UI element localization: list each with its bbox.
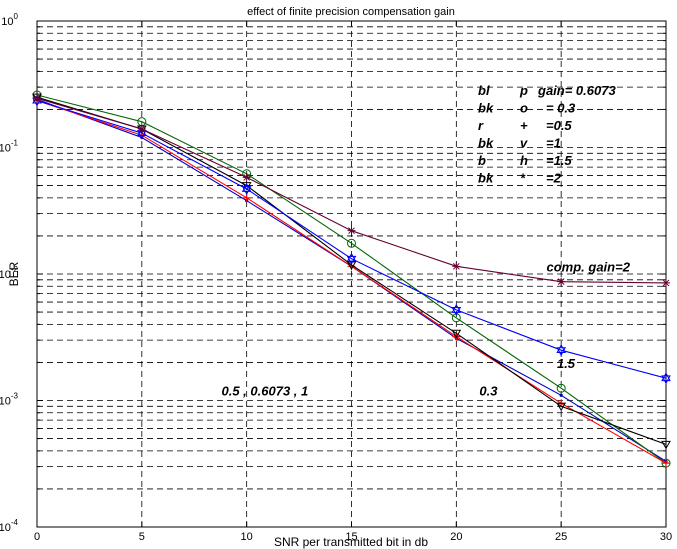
legend-code-marker: * [520,171,526,186]
x-tick-label: 20 [450,531,462,543]
x-tick-label: 30 [660,531,672,543]
series-line [36,100,667,379]
x-tick-label: 25 [555,531,567,543]
marker-triangle-down [556,402,567,412]
annotation-label: comp. gain=2 [546,259,630,274]
ticks: 0 5 10 15 20 25 30 10-4 10-3 10-2 10-1 100 [0,12,672,543]
y-tick-label: 10-3 [0,392,19,408]
legend-entry-text: =2 [546,171,562,186]
legend-entry-text: =0.5 [546,118,572,133]
legend-code-marker: p [519,83,528,98]
legend-code-color: bl [478,83,490,98]
marker-hexagram [241,182,252,196]
annotations: comp. gain=2 1.5 0.5 , 0.6073 , 1 0.3 [222,259,631,398]
x-tick-label: 15 [345,531,357,543]
marker-star [452,262,461,271]
marker-star [557,277,566,286]
marker-hexagram [346,252,357,265]
legend-code-color: b [478,153,486,168]
series-group [32,94,671,385]
legend-code-marker: o [520,101,528,116]
marker-star [137,125,146,134]
legend: bl p gain= 0.6073 bk o = 0.3 r + =0.5 bk v =1 b h =1.5… [478,83,616,186]
x-tick-label: 5 [139,531,145,543]
marker-circle [347,238,356,248]
x-axis-label: SNR per transmitted bit in db [274,535,428,549]
marker-circle [451,313,461,323]
legend-entry-text: =1.5 [546,153,572,168]
legend-code-color: bk [478,171,494,186]
marker-plus [242,193,251,202]
legend-entry-text: gain= 0.6073 [537,83,616,98]
y-tick-label: 10-4 [0,518,19,534]
annotation-label: 1.5 [557,356,576,371]
legend-entry-text: = 0.3 [546,101,576,116]
marker-point [559,393,563,397]
marker-triangle-down [451,329,462,339]
marker-hexagram [661,372,671,385]
x-tick-label: 10 [241,531,253,543]
marker-triangle-down [661,440,671,450]
y-tick-label: 100 [1,12,18,28]
legend-code-color: bk [478,101,494,116]
legend-code-marker: + [520,118,528,133]
x-tick-label: 0 [34,531,40,543]
marker-plus [662,459,670,468]
legend-code-marker: h [520,153,528,168]
annotation-label: 0.3 [479,383,498,398]
marker-star [662,278,670,287]
y-axis-label: BER [7,261,21,286]
marker-hexagram [451,303,462,316]
y-tick-label: 10-2 [0,265,19,281]
marker-circle [556,383,566,393]
marker-triangle-down [346,261,357,270]
series-line [36,94,667,464]
annotation-label: 0.5 , 0.6073 , 1 [222,383,309,398]
marker-star [33,94,41,103]
chart-title: effect of finite precision compensation … [247,6,455,18]
legend-code-color: bk [478,136,494,151]
marker-star [242,173,251,182]
marker-hexagram [556,344,567,357]
legend-entry-text: =1 [546,136,561,151]
legend-code-marker: v [520,136,528,151]
series-group [33,94,670,287]
series-layer [32,90,671,468]
grid [37,21,666,527]
legend-code-color: r [478,118,484,133]
y-tick-label: 10-1 [0,139,19,155]
marker-star [347,226,356,235]
